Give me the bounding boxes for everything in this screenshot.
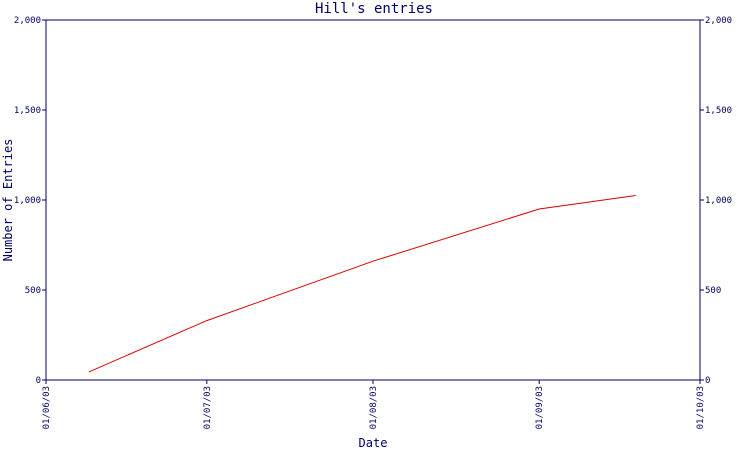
x-tick-label: 01/09/03	[535, 386, 545, 429]
y-tick-label-left: 2,000	[14, 16, 41, 26]
x-tick-label: 01/08/03	[369, 386, 379, 429]
axis-ticks: 0 0 500 500 1,000 1,000 1,500 1,500 2,000 2,000 01…	[14, 16, 732, 429]
y-tick-label-left: 1,500	[14, 106, 41, 116]
y-tick-label-left: 500	[25, 286, 41, 296]
x-axis-title: Date	[359, 436, 388, 450]
series-line-0	[88, 195, 636, 373]
x-tick-label: 01/10/03	[696, 386, 706, 429]
y-tick-label-right: 500	[705, 286, 721, 296]
x-tick-label: 01/07/03	[203, 386, 213, 429]
y-tick-label-right: 1,500	[705, 106, 732, 116]
y-axis-title: Number of Entries	[1, 139, 15, 262]
y-tick-label-left: 1,000	[14, 196, 41, 206]
x-tick-label: 01/06/03	[42, 386, 52, 429]
y-tick-label-right: 2,000	[705, 16, 732, 26]
y-tick-label-left: 0	[36, 376, 41, 386]
y-tick-label-right: 0	[705, 376, 710, 386]
chart-title: Hill's entries	[315, 1, 433, 17]
y-tick-label-right: 1,000	[705, 196, 732, 206]
series-group	[88, 195, 636, 373]
